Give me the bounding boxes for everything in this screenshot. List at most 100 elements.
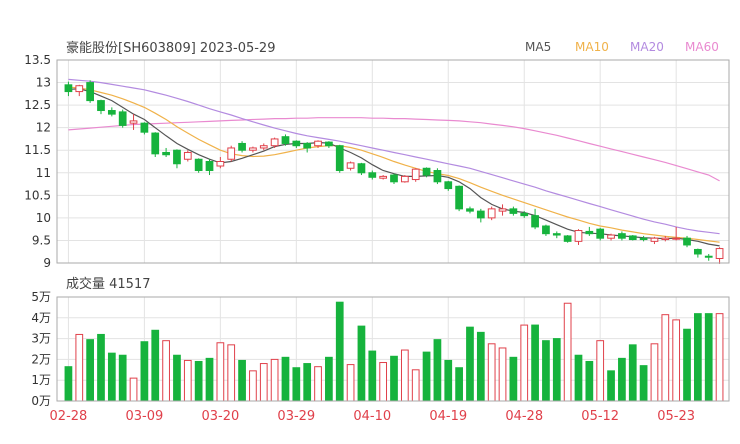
volume-bar bbox=[650, 343, 659, 402]
candle bbox=[563, 235, 572, 243]
candle-body bbox=[542, 225, 550, 235]
volume-bar bbox=[466, 326, 474, 402]
volume-bar bbox=[238, 359, 246, 402]
date-tick-label: 03-29 bbox=[277, 409, 315, 424]
candle-body bbox=[357, 163, 366, 174]
legend-ma10: MA10 bbox=[575, 40, 609, 54]
volume-bar bbox=[64, 366, 73, 402]
volume-tick-label: 2万 bbox=[31, 352, 51, 366]
price-chart-title: 豪能股份[SH603809] 2023-05-29 bbox=[66, 40, 275, 56]
candle-body bbox=[639, 237, 648, 241]
candle-body bbox=[520, 212, 529, 217]
legend-ma5: MA5 bbox=[525, 40, 551, 54]
volume-bar bbox=[216, 342, 225, 402]
volume-bar bbox=[97, 333, 105, 402]
candle-body bbox=[596, 228, 605, 239]
candle bbox=[270, 137, 279, 148]
candle-body bbox=[107, 110, 116, 115]
candle-body bbox=[140, 122, 149, 133]
candle bbox=[259, 143, 268, 151]
candle-body bbox=[650, 237, 659, 242]
candle-body bbox=[422, 167, 431, 176]
candle-body bbox=[628, 235, 637, 241]
candle bbox=[292, 140, 301, 148]
candle bbox=[205, 159, 214, 176]
candle bbox=[607, 233, 615, 241]
candle bbox=[249, 146, 257, 153]
volume-tick-label: 0万 bbox=[31, 394, 51, 408]
candle bbox=[444, 180, 453, 191]
date-tick-label: 04-10 bbox=[353, 409, 391, 424]
date-tick-label: 02-28 bbox=[50, 409, 88, 424]
candle-body bbox=[704, 255, 713, 258]
candle-body bbox=[574, 230, 583, 242]
volume-bar bbox=[563, 302, 572, 402]
candle bbox=[314, 140, 322, 148]
volume-bar bbox=[683, 328, 691, 402]
volume-bar bbox=[86, 339, 94, 402]
ma-legend: MA5 MA10 MA20 MA60 bbox=[525, 40, 719, 54]
candle-body bbox=[292, 140, 301, 147]
candle-body bbox=[335, 145, 344, 172]
candle bbox=[400, 175, 409, 183]
volume-bar bbox=[194, 360, 203, 402]
ma10-line bbox=[68, 86, 720, 243]
candle bbox=[455, 185, 463, 212]
price-tick-label: 13 bbox=[36, 76, 51, 90]
candle bbox=[335, 144, 344, 173]
candle bbox=[596, 227, 605, 241]
volume-tick-label: 4万 bbox=[31, 311, 51, 325]
volume-bar bbox=[107, 352, 116, 402]
candle bbox=[585, 226, 594, 236]
price-tick-label: 9.5 bbox=[32, 233, 51, 247]
volume-bar bbox=[618, 357, 626, 402]
price-tick-label: 11 bbox=[36, 166, 51, 180]
candle-body bbox=[618, 233, 626, 239]
volume-bar bbox=[444, 359, 453, 402]
candle-body bbox=[346, 162, 355, 169]
volume-bar bbox=[542, 340, 550, 402]
candle-body bbox=[281, 136, 290, 144]
date-tick-label: 04-19 bbox=[429, 409, 467, 424]
volume-bar bbox=[422, 351, 431, 402]
price-y-axis: 13.5 13 12.5 12 11.5 11 10.5 10 9.5 9 bbox=[24, 53, 51, 270]
candle bbox=[303, 142, 312, 153]
volume-bar bbox=[118, 354, 127, 402]
volume-bar bbox=[498, 347, 507, 402]
ma5-line bbox=[68, 88, 720, 247]
candle-body bbox=[303, 142, 312, 149]
candle bbox=[672, 226, 681, 241]
candle-body bbox=[466, 208, 474, 212]
candle-body bbox=[379, 175, 388, 179]
volume-bar bbox=[433, 339, 442, 402]
candle bbox=[433, 168, 442, 185]
candle bbox=[346, 161, 355, 171]
candle-body bbox=[487, 208, 496, 219]
candle bbox=[411, 168, 420, 182]
candle-body bbox=[531, 215, 539, 228]
candle-body bbox=[86, 82, 94, 102]
candle bbox=[238, 141, 246, 153]
legend-ma60: MA60 bbox=[685, 40, 719, 54]
candle-body bbox=[368, 172, 377, 178]
candle-body bbox=[444, 181, 453, 190]
date-tick-label: 04-28 bbox=[505, 409, 543, 424]
candle-body bbox=[270, 138, 279, 147]
candle bbox=[531, 208, 539, 230]
candle bbox=[661, 235, 670, 242]
volume-bar bbox=[227, 344, 236, 402]
price-tick-label: 12.5 bbox=[24, 98, 51, 112]
candle bbox=[683, 235, 691, 248]
date-axis: 02-28 03-09 03-20 03-29 04-10 04-19 04-28 05-12… bbox=[50, 409, 696, 424]
volume-y-axis: 5万 4万 3万 2万 1万 0万 bbox=[31, 290, 51, 408]
candle bbox=[194, 158, 203, 173]
volume-bar bbox=[173, 354, 181, 402]
candle bbox=[704, 253, 713, 261]
volume-bar bbox=[281, 356, 290, 402]
candle bbox=[694, 248, 702, 258]
date-tick-label: 03-20 bbox=[201, 409, 239, 424]
candle-body bbox=[552, 233, 561, 236]
volume-tick-label: 3万 bbox=[31, 332, 51, 346]
candle bbox=[390, 173, 398, 185]
candle-body bbox=[249, 147, 257, 151]
